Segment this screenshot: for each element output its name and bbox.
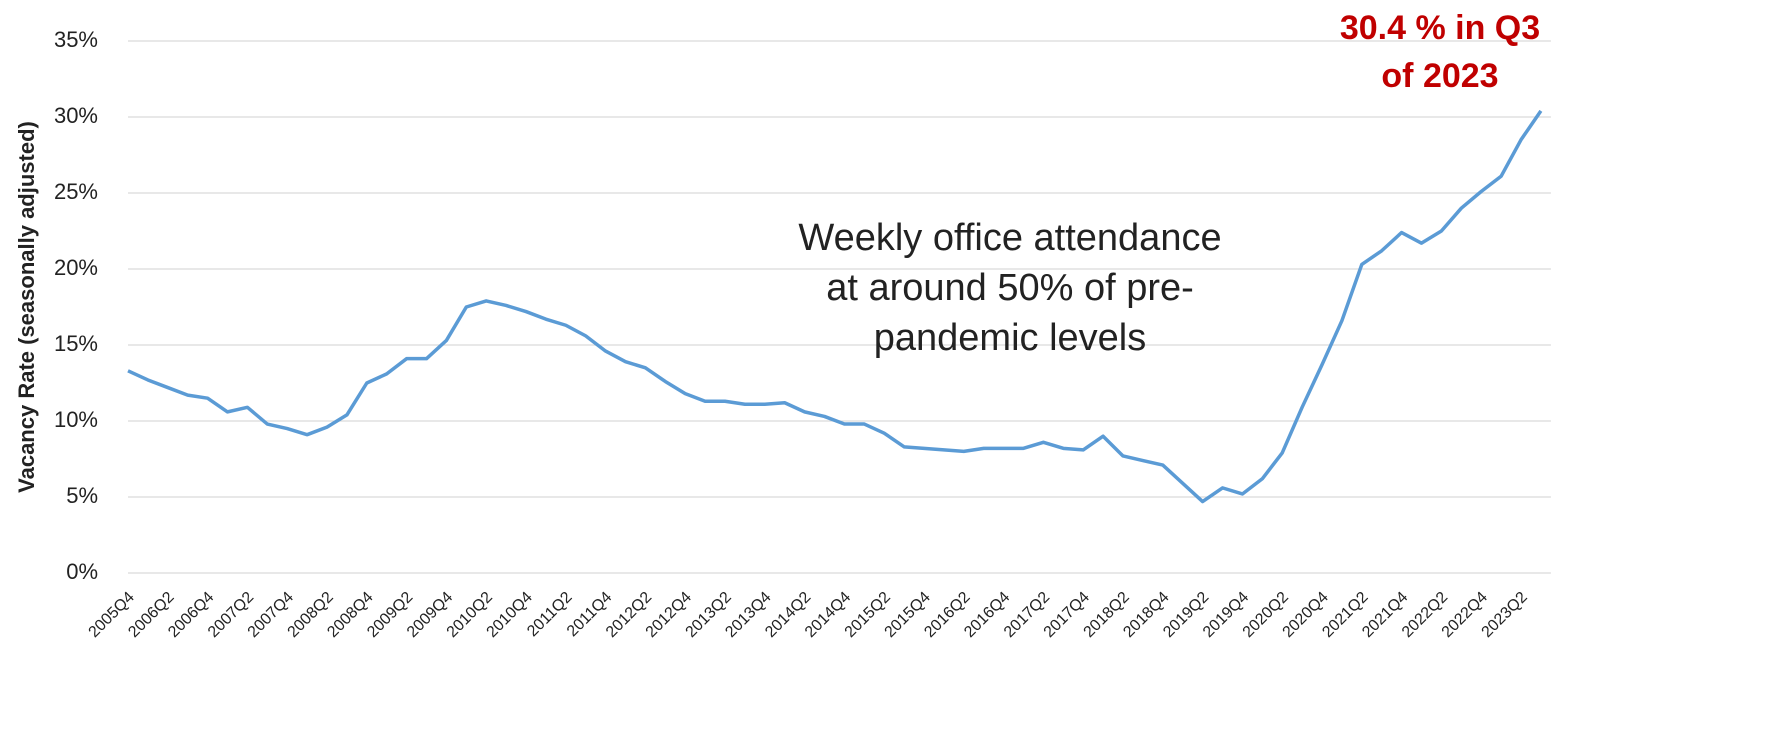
y-tick-label: 30% bbox=[54, 103, 98, 128]
annotation: Weekly office attendance bbox=[798, 217, 1221, 259]
y-tick-label: 35% bbox=[54, 27, 98, 52]
y-tick-label: 0% bbox=[66, 559, 98, 584]
annotation: pandemic levels bbox=[874, 317, 1146, 359]
y-tick-label: 5% bbox=[66, 483, 98, 508]
annotation: 30.4 % in Q3 bbox=[1340, 9, 1540, 47]
annotation: of 2023 bbox=[1381, 57, 1498, 95]
y-tick-label: 15% bbox=[54, 331, 98, 356]
y-axis-label: Vacancy Rate (seasonally adjusted) bbox=[14, 121, 39, 493]
line bbox=[127, 109, 1543, 504]
y-tick-label: 25% bbox=[54, 179, 98, 204]
annotation: at around 50% of pre- bbox=[826, 267, 1194, 309]
y-tick-label: 20% bbox=[54, 255, 98, 280]
y-tick-label: 10% bbox=[54, 407, 98, 432]
